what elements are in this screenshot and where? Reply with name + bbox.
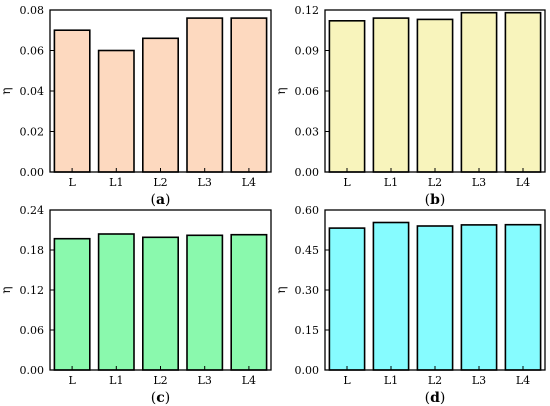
panel-label: (b) [425, 192, 446, 208]
y-axis-label: η [274, 87, 288, 94]
y-tick-label: 0.06 [20, 324, 45, 337]
x-tick-label: L [68, 176, 76, 189]
y-tick-label: 0.00 [20, 166, 45, 179]
bar-l4 [504, 223, 542, 371]
x-tick-label: L1 [109, 374, 123, 387]
x-tick-label: L3 [198, 176, 212, 189]
chart-panel-a: L L1 L2 L3 L4 0.00 0.02 0.04 0.06 0.08 η (a) [0, 4, 272, 208]
bar-l2 [416, 225, 454, 371]
panel-label: (d) [425, 390, 446, 406]
panel-label: (a) [150, 192, 170, 208]
x-tick-label: L [68, 374, 76, 387]
bar-l4 [230, 233, 268, 371]
x-tick-label: L3 [472, 374, 486, 387]
bar-l1 [97, 49, 135, 173]
x-tick-label: L1 [384, 176, 398, 189]
bar-l [328, 227, 366, 371]
x-tick-label: L [343, 374, 351, 387]
x-tick-label: L3 [198, 374, 212, 387]
y-axis-label: η [0, 87, 13, 94]
y-tick-label: 0.03 [295, 126, 320, 139]
x-tick-label: L2 [428, 176, 442, 189]
bar-l3 [186, 234, 224, 371]
bar-l1 [372, 221, 410, 371]
y-tick-label: 0.12 [20, 284, 45, 297]
x-tick-label: L4 [516, 176, 530, 189]
x-tick-label: L1 [384, 374, 398, 387]
y-tick-label: 0.04 [20, 85, 45, 98]
y-tick-label: 0.30 [295, 284, 320, 297]
x-tick-label: L4 [242, 176, 256, 189]
x-tick-label: L1 [109, 176, 123, 189]
x-tick-label: L2 [153, 374, 167, 387]
bar-l2 [142, 236, 180, 371]
chart-panel-b: L L1 L2 L3 L4 0.00 0.03 0.06 0.09 0.12 η (b) [274, 4, 546, 208]
y-tick-label: 0.06 [20, 45, 45, 58]
x-tick-label: L2 [428, 374, 442, 387]
y-tick-label: 0.12 [295, 4, 320, 17]
bar-l3 [460, 11, 498, 173]
y-tick-label: 0.09 [295, 45, 320, 58]
y-tick-label: 0.00 [20, 364, 45, 377]
bar-l [53, 29, 91, 173]
x-tick-label: L4 [242, 374, 256, 387]
y-tick-label: 0.00 [295, 166, 320, 179]
y-tick-label: 0.02 [20, 126, 45, 139]
axes-frame [49, 209, 272, 371]
axes-frame [49, 9, 272, 173]
bar-l4 [504, 11, 542, 173]
y-axis-label: η [0, 286, 13, 293]
y-tick-label: 0.08 [20, 4, 45, 17]
x-tick-label: L [343, 176, 351, 189]
bar-l1 [97, 233, 135, 371]
panel-label: (c) [151, 390, 170, 406]
bar-l4 [230, 17, 268, 173]
y-axis-label: η [274, 286, 288, 293]
y-tick-label: 0.24 [20, 204, 45, 217]
y-tick-label: 0.60 [295, 204, 320, 217]
chart-panel-d: L L1 L2 L3 L4 0.00 0.15 0.30 0.45 0.60 η (d) [274, 204, 546, 406]
bar-l1 [372, 17, 410, 173]
bar-l2 [142, 37, 180, 173]
x-tick-label: L4 [516, 374, 530, 387]
y-tick-label: 0.15 [295, 324, 320, 337]
bar-l [53, 237, 91, 371]
y-tick-label: 0.18 [20, 244, 45, 257]
bar-l2 [416, 18, 454, 173]
y-tick-label: 0.45 [295, 244, 320, 257]
y-tick-label: 0.06 [295, 85, 320, 98]
x-tick-label: L3 [472, 176, 486, 189]
bar-l3 [460, 224, 498, 371]
bar-l3 [186, 17, 224, 173]
bar-l [328, 19, 366, 173]
axes-frame [324, 209, 546, 371]
x-tick-label: L2 [153, 176, 167, 189]
axes-frame [324, 9, 546, 173]
y-tick-label: 0.00 [295, 364, 320, 377]
chart-panel-c: L L1 L2 L3 L4 0.00 0.06 0.12 0.18 0.24 η (c) [0, 204, 272, 406]
